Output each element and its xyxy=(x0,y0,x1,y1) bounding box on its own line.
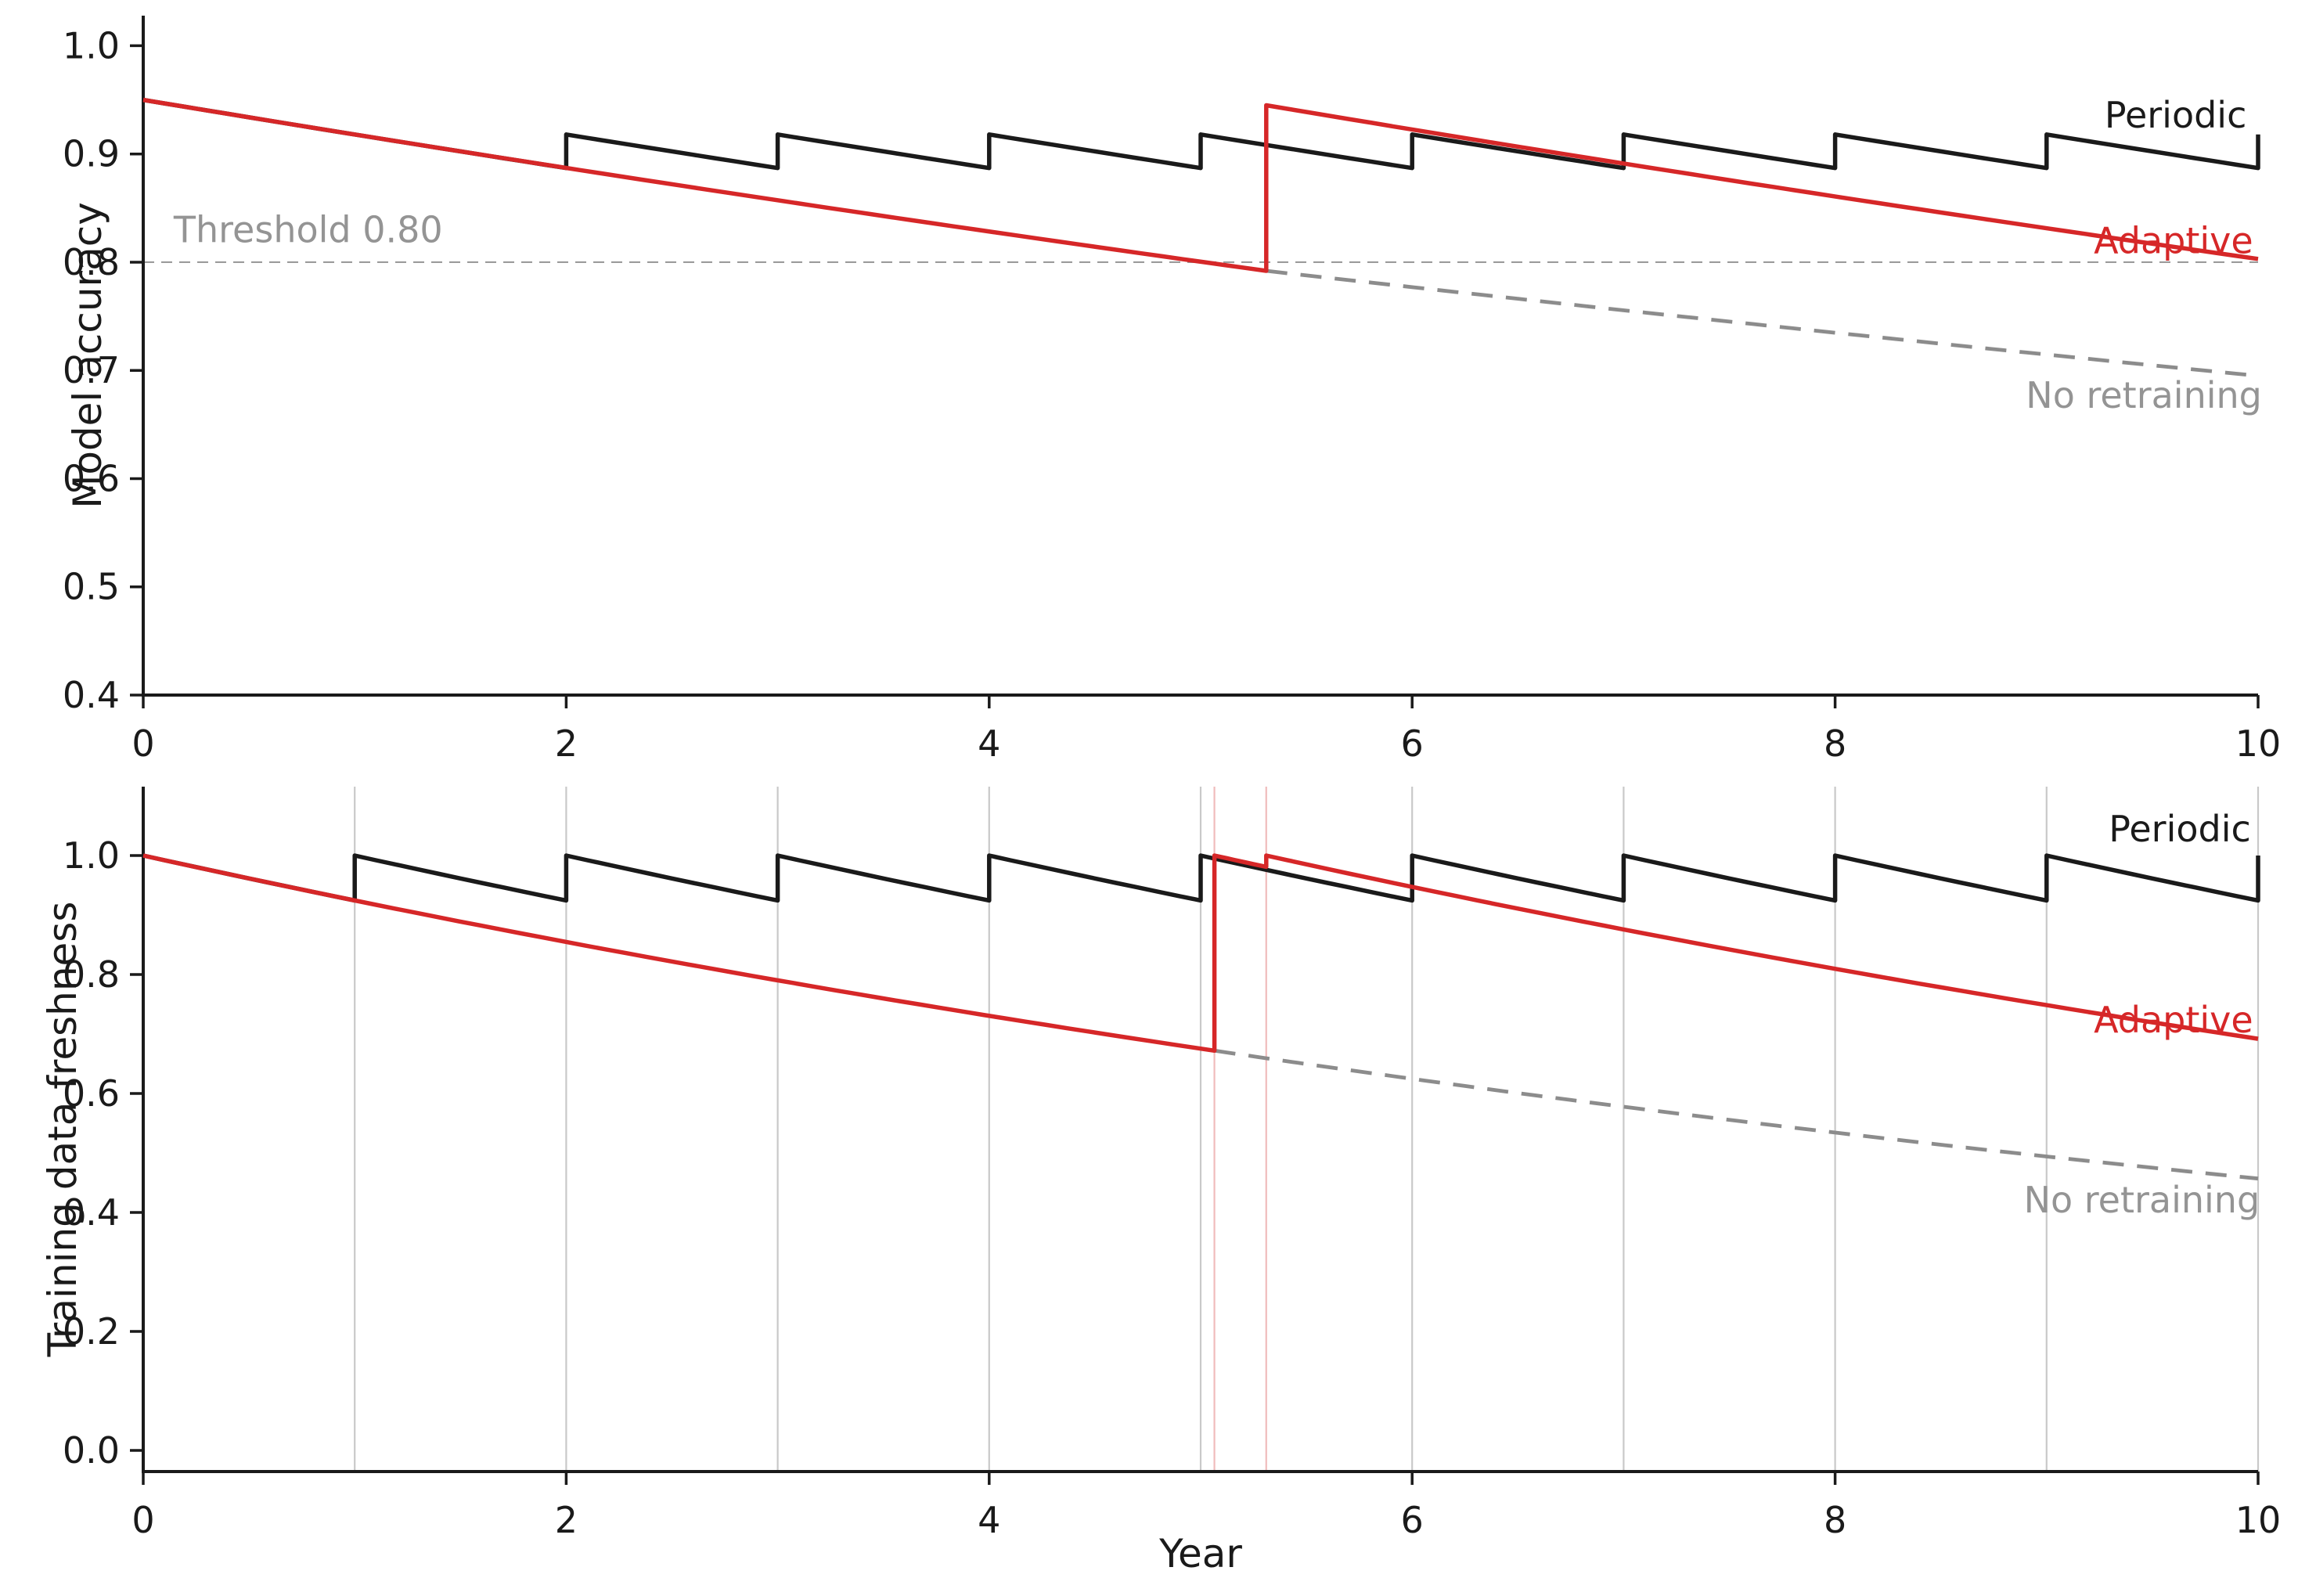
y-tick-label: 0.8 xyxy=(63,953,120,996)
y-tick-label: 1.0 xyxy=(63,834,120,877)
y-tick-label: 1.0 xyxy=(63,24,120,67)
x-tick-label: 8 xyxy=(1824,1499,1846,1541)
x-tick-label: 4 xyxy=(978,1499,1000,1541)
x-tick-label: 10 xyxy=(2235,1499,2282,1541)
series-line-periodic xyxy=(142,97,2260,171)
annotation-adaptive: Adaptive xyxy=(2094,219,2253,261)
x-tick-label: 2 xyxy=(555,722,578,765)
y-tick-label: 0.6 xyxy=(63,457,120,499)
y-tick-label: 0.2 xyxy=(63,1310,120,1353)
annotation-no-retraining: No retraining xyxy=(2024,1179,2260,1221)
y-tick-label: 0.4 xyxy=(63,674,120,716)
series-line-no-retraining xyxy=(1266,268,2259,378)
x-tick-label: 2 xyxy=(555,1499,578,1541)
y-axis-title: Training data freshness xyxy=(40,902,85,1358)
annotation-periodic: Periodic xyxy=(2109,808,2251,850)
annotation-adaptive: Adaptive xyxy=(2094,999,2253,1041)
x-tick-label: 6 xyxy=(1401,722,1424,765)
series-line-no-retraining xyxy=(1214,1048,2259,1181)
y-tick-label: 0.7 xyxy=(63,349,120,391)
annotation-threshold-0-80: Threshold 0.80 xyxy=(173,208,443,250)
annotation-no-retraining: No retraining xyxy=(2026,374,2262,416)
series-line-adaptive xyxy=(142,853,2259,1054)
series-line-periodic xyxy=(142,853,2260,903)
y-tick-label: 0.5 xyxy=(63,566,120,608)
x-axis-title: Year xyxy=(1158,1531,1242,1576)
x-tick-label: 0 xyxy=(131,1499,154,1541)
y-tick-label: 0.8 xyxy=(63,241,120,283)
x-tick-label: 6 xyxy=(1401,1499,1424,1541)
x-tick-label: 10 xyxy=(2235,722,2282,765)
y-axis-title: Model accuracy xyxy=(65,202,110,509)
y-tick-label: 0.4 xyxy=(63,1191,120,1234)
series-line-adaptive xyxy=(142,97,2259,273)
y-tick-label: 0.9 xyxy=(63,133,120,175)
x-tick-label: 4 xyxy=(978,722,1000,765)
annotation-periodic: Periodic xyxy=(2105,94,2247,136)
x-tick-label: 0 xyxy=(131,722,154,765)
y-tick-label: 0.6 xyxy=(63,1072,120,1115)
x-tick-label: 8 xyxy=(1824,722,1846,765)
y-tick-label: 0.0 xyxy=(63,1429,120,1472)
